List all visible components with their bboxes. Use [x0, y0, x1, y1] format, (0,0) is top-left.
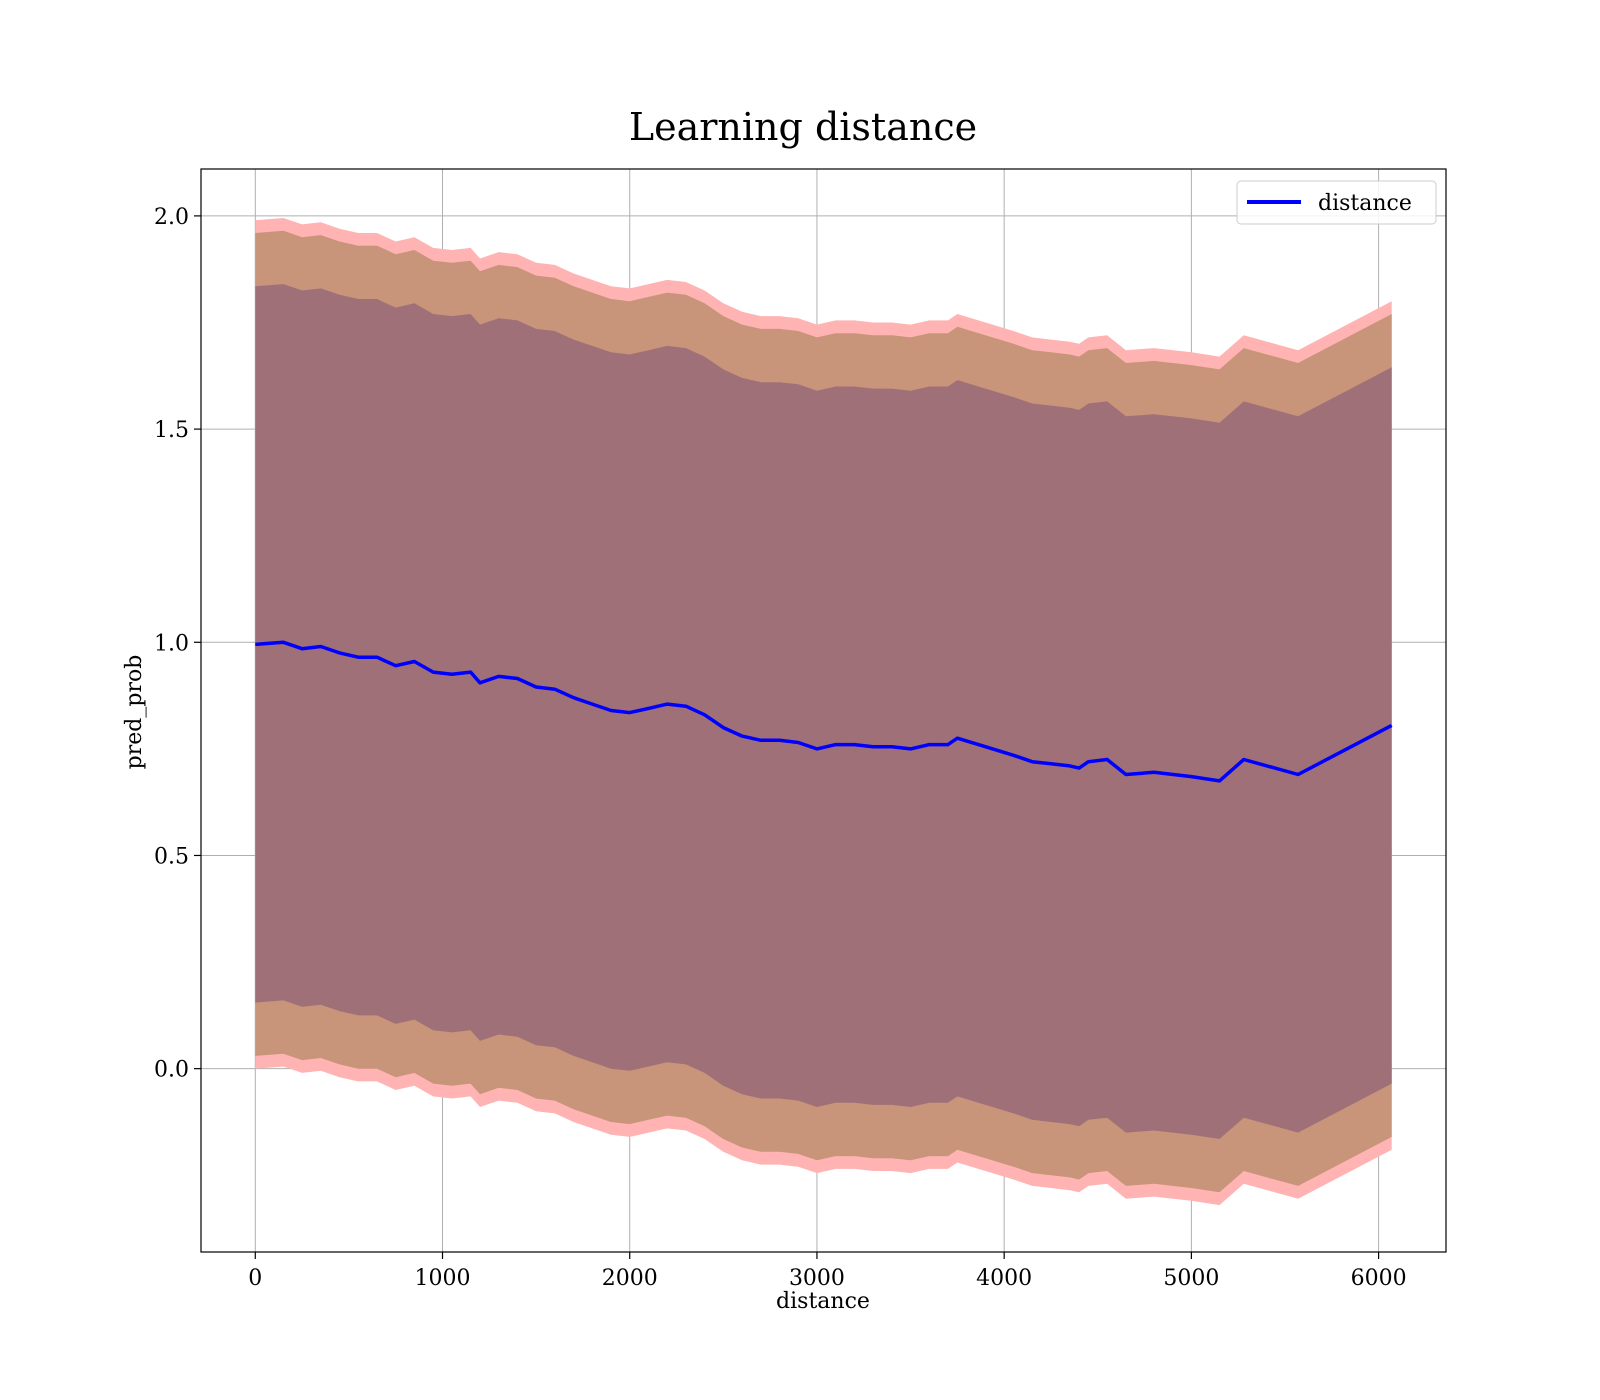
- x-tick-label: 3000: [789, 1266, 845, 1291]
- x-axis-label: distance: [776, 1289, 870, 1314]
- y-axis: 0.0 0.5 1.0 1.5 2.0: [154, 205, 201, 1083]
- x-tick-label: 2000: [602, 1266, 658, 1291]
- series-line-distance: [255, 640, 1393, 783]
- legend: distance: [1236, 180, 1437, 225]
- x-tick-label: 0: [248, 1266, 262, 1291]
- legend-label: distance: [1318, 191, 1412, 216]
- y-tick-label: 1.0: [154, 631, 189, 656]
- y-tick-label: 2.0: [154, 205, 189, 230]
- x-tick-label: 4000: [976, 1266, 1032, 1291]
- inner-band: [255, 284, 1392, 1140]
- confidence-bands: [255, 218, 1392, 1206]
- chart-title: Learning distance: [629, 105, 977, 149]
- x-tick-label: 5000: [1163, 1266, 1219, 1291]
- x-tick-label: 1000: [415, 1266, 471, 1291]
- y-axis-label: pred_prob: [122, 655, 147, 770]
- x-tick-label: 6000: [1351, 1266, 1407, 1291]
- legend-box: [1236, 180, 1437, 225]
- plot-frame: [200, 168, 1447, 1253]
- y-tick-label: 0.5: [154, 844, 189, 869]
- y-tick-label: 0.0: [154, 1058, 189, 1083]
- x-axis: 0 1000 2000 3000 4000 5000 6000: [248, 1252, 1407, 1291]
- series-lines: [255, 640, 1393, 783]
- y-tick-label: 1.5: [154, 418, 189, 443]
